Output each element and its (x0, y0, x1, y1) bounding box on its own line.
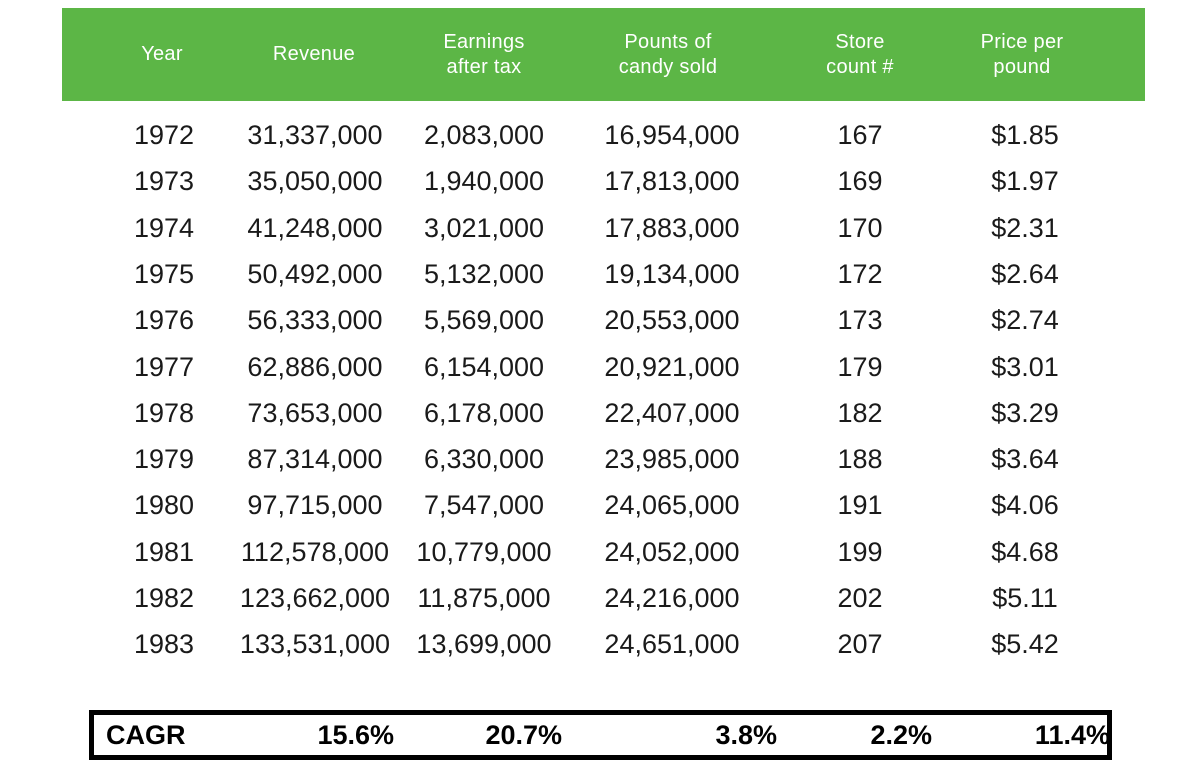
cell-pounds: 20,921,000 (604, 351, 740, 382)
cell-store-count: 167 (837, 120, 883, 150)
cell-year: 1983 (133, 629, 195, 660)
cell-pounds: 20,553,000 (604, 305, 740, 336)
cell-store-count: 188 (837, 444, 883, 475)
cell-earnings: 5,132,000 (423, 258, 545, 289)
cell-store-count: 191 (837, 490, 883, 521)
cagr-revenue: 15.6% (317, 720, 394, 750)
cell-price: $2.64 (991, 258, 1059, 289)
cell-revenue: 56,333,000 (247, 305, 383, 336)
cell-price: $2.74 (991, 305, 1059, 336)
header-pounds: Pounts of candy sold (618, 30, 718, 78)
header-store-count: Store count # (826, 30, 894, 78)
cell-earnings: 11,875,000 (417, 583, 551, 613)
cell-revenue: 31,337,000 (247, 120, 383, 150)
cell-earnings: 1,940,000 (423, 166, 545, 197)
cell-pounds: 24,216,000 (604, 583, 740, 613)
cell-pounds: 22,407,000 (604, 397, 740, 428)
table-row: 1977 62,886,000 6,154,000 20,921,000 179 $3.0… (0, 347, 1200, 387)
cell-earnings: 2,083,000 (423, 120, 545, 150)
cell-year: 1978 (133, 397, 195, 428)
cell-year: 1973 (133, 166, 195, 197)
cell-year: 1980 (133, 490, 195, 521)
cell-pounds: 19,134,000 (604, 258, 740, 289)
cell-price: $5.42 (991, 629, 1059, 660)
table-row: 1975 50,492,000 5,132,000 19,134,000 172 $2.6… (0, 254, 1200, 294)
cell-year: 1974 (133, 212, 195, 243)
cell-earnings: 7,547,000 (423, 490, 545, 521)
cell-pounds: 16,954,000 (604, 120, 740, 150)
cell-year: 1972 (133, 120, 195, 150)
cell-price: $1.97 (991, 166, 1059, 197)
table-row: 1976 56,333,000 5,569,000 20,553,000 173 $2.7… (0, 300, 1200, 340)
cagr-pounds: 3.8% (715, 720, 777, 750)
cell-year: 1977 (133, 351, 195, 382)
cell-price: $3.64 (991, 444, 1059, 475)
cell-store-count: 172 (837, 258, 883, 289)
cell-store-count: 173 (837, 305, 883, 336)
cell-revenue: 50,492,000 (247, 258, 383, 289)
cell-pounds: 17,813,000 (604, 166, 740, 197)
cell-store-count: 170 (837, 212, 883, 243)
cagr-earnings: 20.7% (485, 720, 562, 750)
cell-store-count: 179 (837, 351, 883, 382)
cell-revenue: 62,886,000 (247, 351, 383, 382)
cell-store-count: 202 (837, 583, 883, 613)
table-row: 1983 133,531,000 13,699,000 24,651,000 207 $5… (0, 624, 1200, 664)
cell-year: 1982 (133, 583, 195, 613)
cell-year: 1975 (133, 258, 195, 289)
cagr-store-count: 2.2% (870, 720, 932, 750)
cell-revenue: 133,531,000 (239, 629, 391, 660)
cell-pounds: 24,052,000 (604, 536, 740, 567)
cell-price: $4.06 (991, 490, 1059, 521)
cell-pounds: 23,985,000 (604, 444, 740, 475)
cell-store-count: 182 (837, 397, 883, 428)
header-earnings: Earnings after tax (443, 30, 525, 78)
cell-earnings: 5,569,000 (423, 305, 545, 336)
cell-store-count: 207 (837, 629, 883, 660)
cell-price: $1.85 (991, 120, 1059, 150)
cell-price: $2.31 (991, 212, 1059, 243)
table-header: Year Revenue Earnings after tax Pounts o… (62, 8, 1145, 101)
cell-price: $3.01 (991, 351, 1059, 382)
table-row: 1972 31,337,000 2,083,000 16,954,000 167 $1.8… (0, 115, 1200, 155)
table-row: 1980 97,715,000 7,547,000 24,065,000 191 $4.0… (0, 485, 1200, 525)
cell-earnings: 6,330,000 (423, 444, 545, 475)
cell-store-count: 199 (837, 536, 883, 567)
cell-year: 1976 (133, 305, 195, 336)
cell-store-count: 169 (837, 166, 883, 197)
cell-revenue: 87,314,000 (247, 444, 383, 475)
header-year: Year (141, 43, 183, 65)
cell-earnings: 13,699,000 (416, 629, 552, 660)
table-row: 1974 41,248,000 3,021,000 17,883,000 170 $2.3… (0, 208, 1200, 248)
cell-revenue: 73,653,000 (247, 397, 383, 428)
cell-earnings: 3,021,000 (423, 212, 545, 243)
cagr-row: CAGR 15.6% 20.7% 3.8% 2.2% 11.4% (89, 710, 1112, 760)
cell-pounds: 24,651,000 (604, 629, 740, 660)
cagr-label: CAGR (106, 720, 186, 750)
cagr-price: 11.4% (1034, 720, 1110, 750)
cell-revenue: 41,248,000 (247, 212, 383, 243)
table-row: 1979 87,314,000 6,330,000 23,985,000 188 $3.6… (0, 439, 1200, 479)
cell-revenue: 112,578,000 (240, 536, 390, 567)
cell-price: $3.29 (991, 397, 1059, 428)
cell-year: 1981 (133, 536, 195, 567)
cell-revenue: 123,662,000 (239, 583, 391, 613)
cell-price: $5.11 (992, 583, 1058, 613)
table-row: 1973 35,050,000 1,940,000 17,813,000 169 $1.9… (0, 161, 1200, 201)
header-price: Price per pound (980, 30, 1064, 78)
cell-pounds: 17,883,000 (604, 212, 740, 243)
table-row: 1978 73,653,000 6,178,000 22,407,000 182 $3.2… (0, 393, 1200, 433)
cell-earnings: 10,779,000 (416, 536, 552, 567)
cell-earnings: 6,178,000 (423, 397, 545, 428)
cell-revenue: 97,715,000 (247, 490, 383, 521)
cell-price: $4.68 (991, 536, 1059, 567)
cell-year: 1979 (133, 444, 195, 475)
table-row: 1981 112,578,000 10,779,000 24,052,000 199 $4… (0, 532, 1200, 572)
cell-revenue: 35,050,000 (247, 166, 383, 197)
header-revenue: Revenue (272, 43, 356, 65)
cell-earnings: 6,154,000 (423, 351, 545, 382)
cell-pounds: 24,065,000 (604, 490, 740, 521)
table-row: 1982 123,662,000 11,875,000 24,216,000 202 $5… (0, 578, 1200, 618)
